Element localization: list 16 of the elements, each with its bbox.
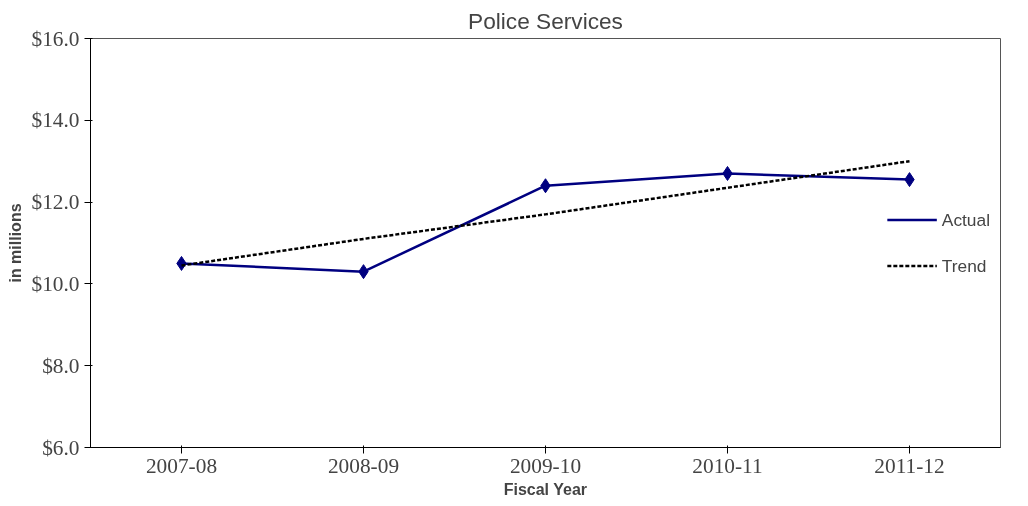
- y-tick-label: $12.0: [31, 190, 80, 215]
- chart-title: Police Services: [468, 7, 623, 34]
- y-tick-label: $16.0: [31, 26, 80, 51]
- legend-label: Trend: [941, 255, 987, 276]
- x-tick-label: 2007-08: [145, 453, 218, 478]
- x-tick-label: 2010-11: [692, 453, 763, 478]
- x-tick-label: 2008-09: [327, 453, 400, 478]
- y-axis-title: in millions: [6, 203, 24, 283]
- y-tick-label: $8.0: [42, 353, 80, 378]
- x-axis-title: Fiscal Year: [503, 480, 588, 498]
- y-tick-label: $6.0: [42, 435, 80, 460]
- legend-label: Actual: [941, 209, 990, 230]
- x-tick-label: 2009-10: [509, 453, 582, 478]
- x-tick-label: 2011-12: [874, 453, 945, 478]
- y-tick-label: $14.0: [31, 108, 80, 133]
- y-tick-label: $10.0: [31, 271, 80, 296]
